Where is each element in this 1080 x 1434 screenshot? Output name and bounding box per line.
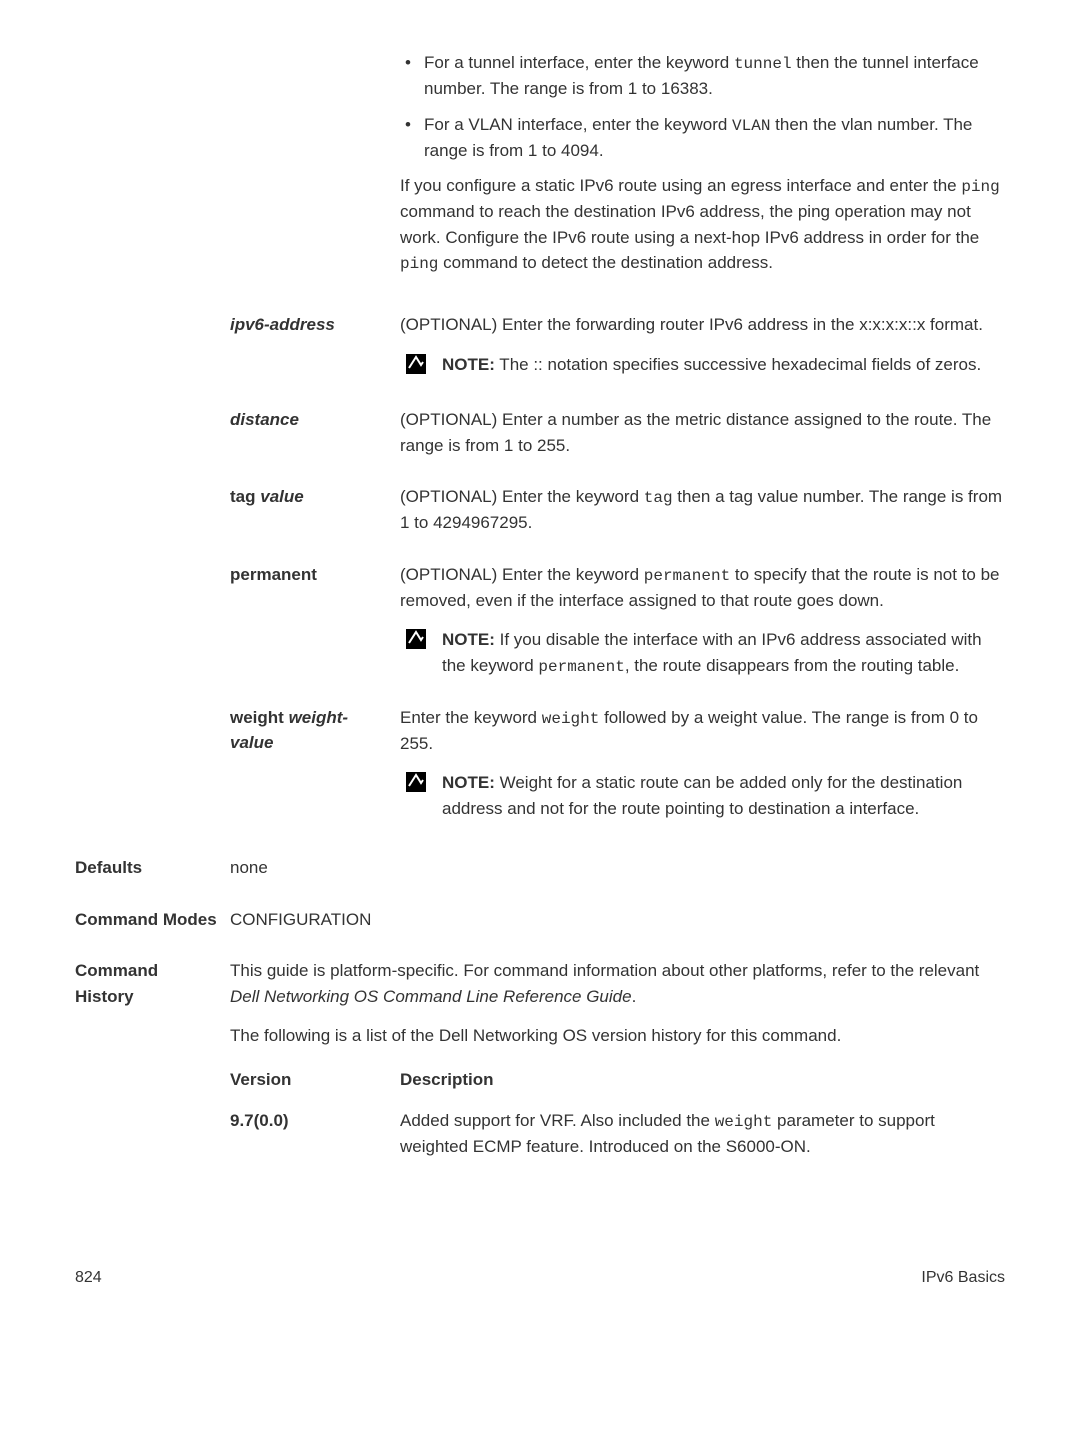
intro-paragraph: If you configure a static IPv6 route usi… xyxy=(400,173,1005,276)
param-permanent-desc: (OPTIONAL) Enter the keyword permanent t… xyxy=(400,562,1005,705)
defaults-label: Defaults xyxy=(75,829,230,881)
note-text-weight: NOTE: Weight for a static route can be a… xyxy=(442,770,1005,821)
param-tag-label: tag value xyxy=(230,484,400,562)
note-text-permanent: NOTE: If you disable the interface with … xyxy=(442,627,1005,679)
page-number: 824 xyxy=(75,1266,102,1290)
note-text-ipv6: NOTE: The :: notation specifies successi… xyxy=(442,352,1005,378)
param-permanent-label: permanent xyxy=(230,562,400,705)
version-value: 9.7(0.0) xyxy=(230,1108,400,1176)
modes-label: Command Modes xyxy=(75,881,230,933)
intro-bullet-2: For a VLAN interface, enter the keyword … xyxy=(400,112,1005,164)
param-weight-desc: Enter the keyword weight followed by a w… xyxy=(400,705,1005,830)
note-icon xyxy=(406,770,442,800)
version-description: Added support for VRF. Also included the… xyxy=(400,1108,1005,1176)
param-ipv6-label: ipv6-address xyxy=(230,312,400,407)
defaults-value: none xyxy=(230,829,1005,881)
param-ipv6-desc: (OPTIONAL) Enter the forwarding router I… xyxy=(400,312,1005,407)
param-blank xyxy=(230,50,400,312)
history-label: Command History xyxy=(75,932,230,1176)
page-title: IPv6 Basics xyxy=(921,1266,1005,1290)
description-header: Description xyxy=(400,1067,1005,1109)
param-distance-label: distance xyxy=(230,407,400,484)
intro-block: For a tunnel interface, enter the keywor… xyxy=(400,50,1005,312)
modes-value: CONFIGURATION xyxy=(230,881,1005,933)
param-tag-desc: (OPTIONAL) Enter the keyword tag then a … xyxy=(400,484,1005,562)
param-distance-desc: (OPTIONAL) Enter a number as the metric … xyxy=(400,407,1005,484)
intro-bullet-1: For a tunnel interface, enter the keywor… xyxy=(400,50,1005,102)
note-icon xyxy=(406,352,442,382)
param-weight-label: weight weight-value xyxy=(230,705,400,830)
version-header: Version xyxy=(230,1067,400,1109)
history-content: This guide is platform-specific. For com… xyxy=(230,932,1005,1176)
note-icon xyxy=(406,627,442,657)
